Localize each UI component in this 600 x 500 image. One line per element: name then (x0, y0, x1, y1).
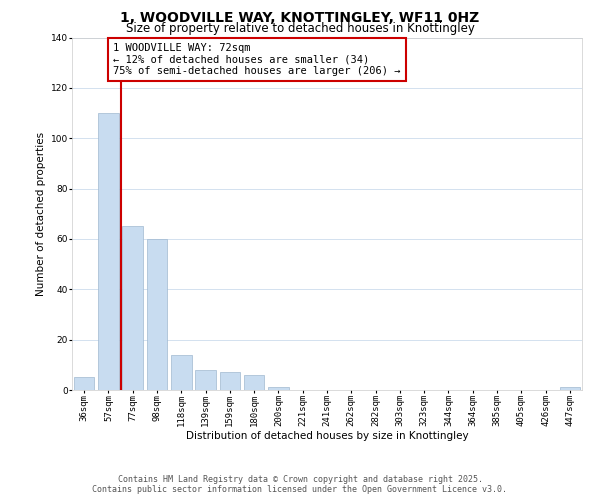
Bar (220, 372, 240, 390)
Text: Contains HM Land Registry data © Crown copyright and database right 2025.
Contai: Contains HM Land Registry data © Crown c… (92, 474, 508, 494)
Text: 1 WOODVILLE WAY: 72sqm
← 12% of detached houses are smaller (34)
75% of semi-det: 1 WOODVILLE WAY: 72sqm ← 12% of detached… (113, 43, 400, 76)
Bar (146, 239, 167, 390)
Bar (98, 113, 119, 390)
Bar (268, 388, 289, 390)
Bar (74, 378, 94, 390)
Y-axis label: Number of detached properties: Number of detached properties (37, 132, 46, 296)
Bar (171, 355, 191, 390)
Text: 1, WOODVILLE WAY, KNOTTINGLEY, WF11 0HZ: 1, WOODVILLE WAY, KNOTTINGLEY, WF11 0HZ (121, 11, 479, 25)
Bar (195, 370, 216, 390)
Text: Size of property relative to detached houses in Knottingley: Size of property relative to detached ho… (125, 22, 475, 35)
Bar (244, 375, 265, 390)
Bar (122, 226, 143, 390)
X-axis label: Distribution of detached houses by size in Knottingley: Distribution of detached houses by size … (185, 430, 469, 440)
Bar (560, 388, 580, 390)
